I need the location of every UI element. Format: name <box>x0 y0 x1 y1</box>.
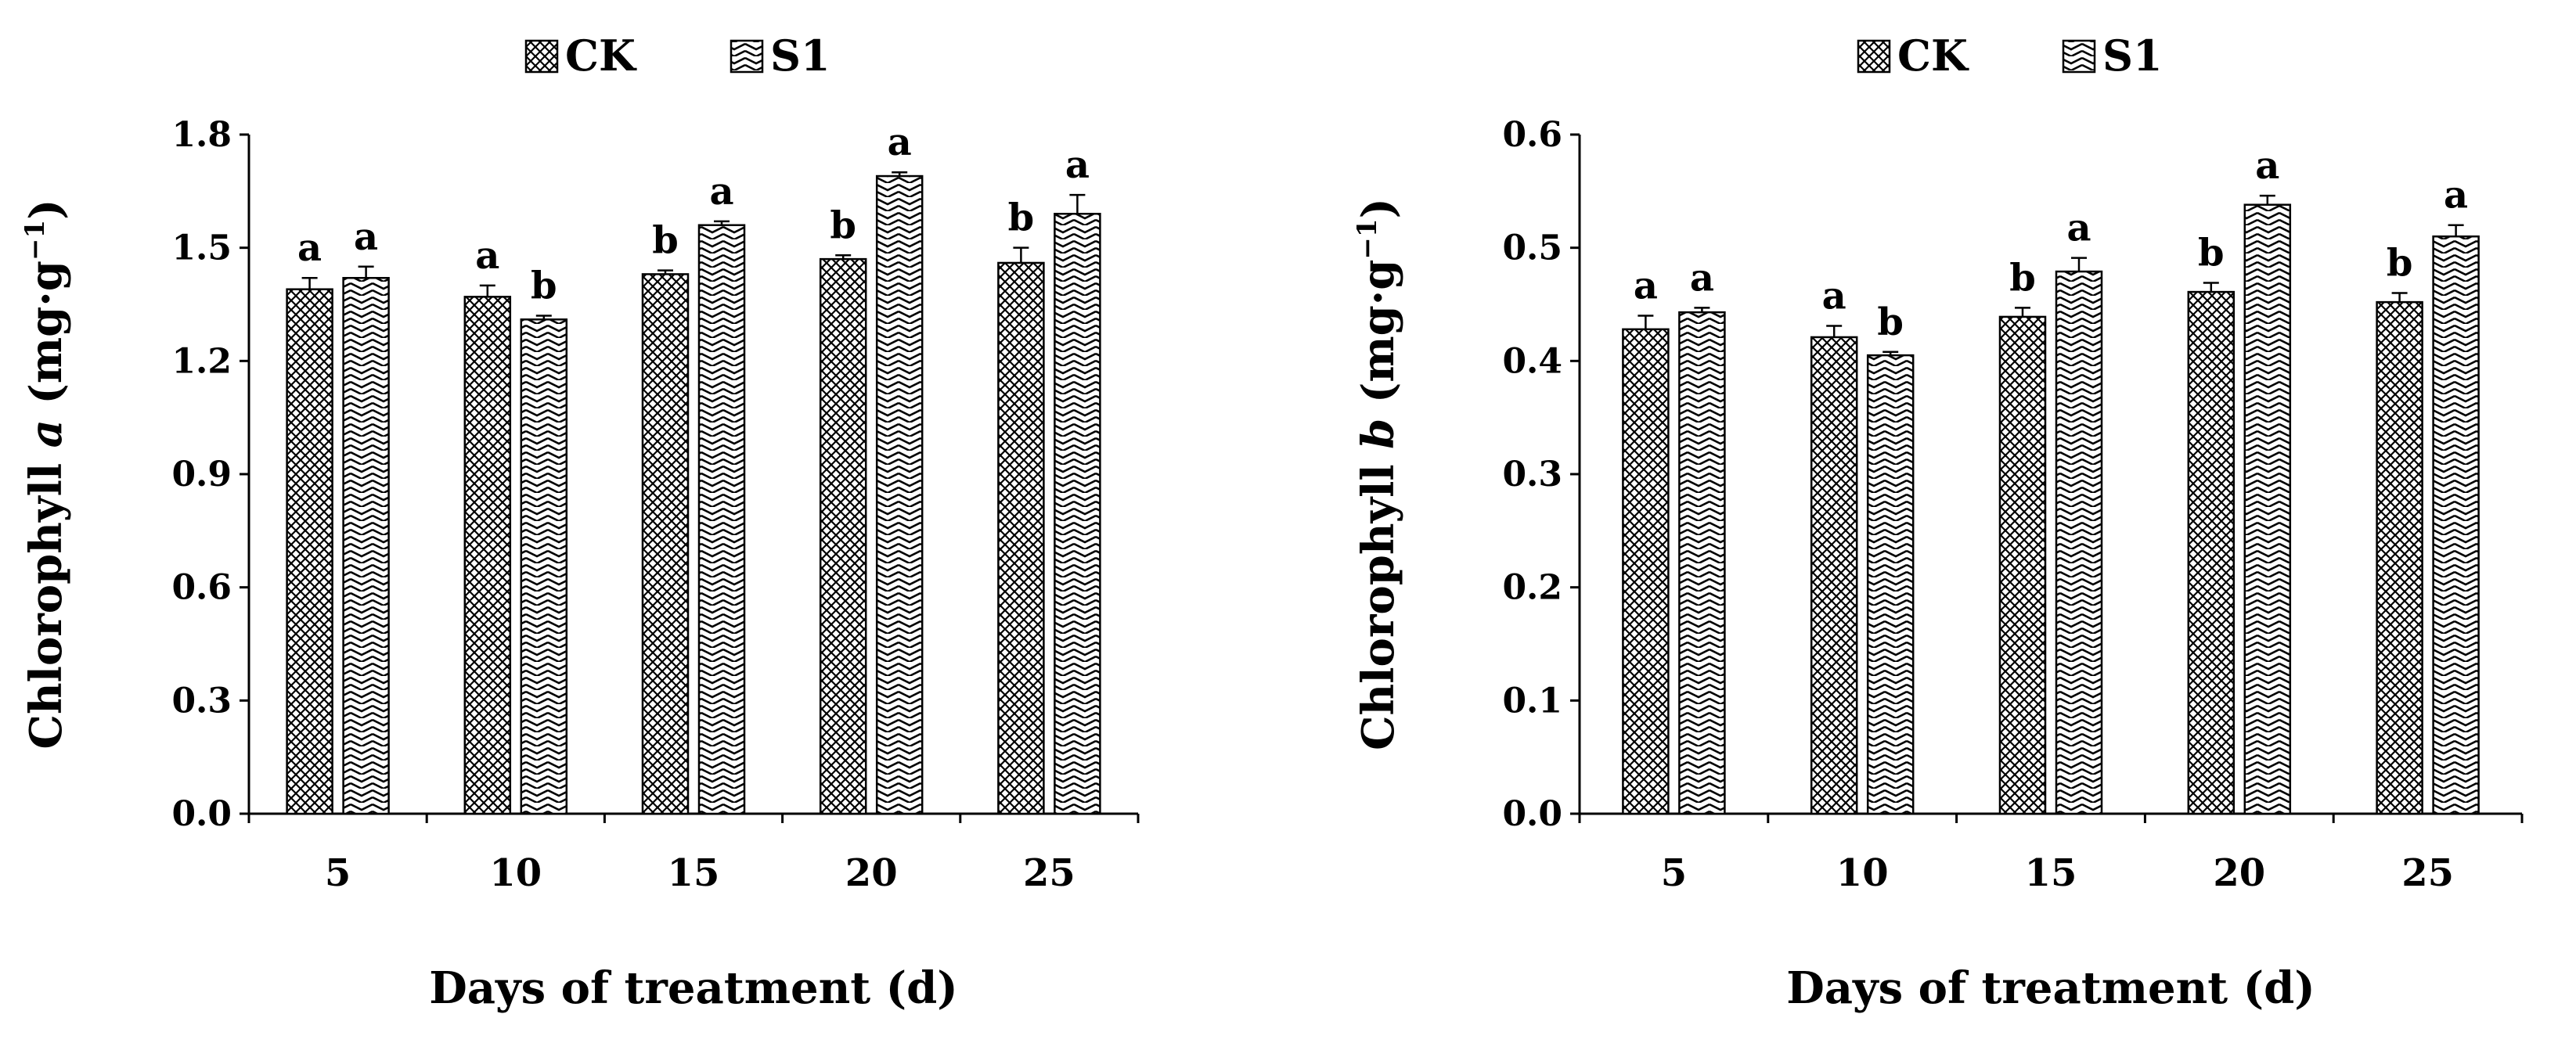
significance-letter: b <box>2198 232 2225 275</box>
significance-letter: a <box>354 215 378 259</box>
y-tick-label: 1.8 <box>171 115 232 155</box>
legend-label-ck: CK <box>1897 31 1969 81</box>
bar-s1 <box>1054 213 1101 815</box>
bar-ck <box>1810 336 1858 815</box>
y-tick-label: 1.2 <box>171 341 232 381</box>
y-tick-label: 0.9 <box>171 455 232 494</box>
legend-swatch-ck <box>524 39 559 74</box>
bar-ck <box>2376 300 2423 815</box>
bar-s1 <box>2243 203 2292 815</box>
legend-label-s1: S1 <box>770 31 830 81</box>
y-axis-title: Chlorophyll a (mg·g−1) <box>20 199 72 749</box>
y-tick-label: 0.3 <box>1502 455 1562 494</box>
bar-s1 <box>875 174 924 815</box>
x-tick-label: 25 <box>1023 851 1075 895</box>
x-tick-label: 25 <box>2401 851 2454 895</box>
y-tick-label: 0.6 <box>1502 115 1562 155</box>
significance-letter: a <box>475 234 499 278</box>
bar-ck <box>819 257 867 815</box>
bar-s1 <box>520 318 568 815</box>
x-tick-label: 20 <box>2213 851 2265 895</box>
y-tick-label: 0.2 <box>1502 568 1562 608</box>
significance-letter: a <box>1065 143 1090 187</box>
y-tick-label: 0.4 <box>1502 341 1562 381</box>
bar-s1 <box>1678 311 1726 815</box>
significance-letter: b <box>531 264 557 307</box>
bar-ck <box>641 273 690 815</box>
x-axis-title: Days of treatment (d) <box>429 962 958 1014</box>
significance-letter: a <box>2066 207 2091 250</box>
y-tick-label: 0.6 <box>171 568 232 608</box>
significance-letter: b <box>1877 300 1904 344</box>
bar-ck <box>1998 315 2047 815</box>
significance-letter: a <box>1822 274 1846 318</box>
x-tick-label: 10 <box>1836 851 1889 895</box>
significance-letter: a <box>709 170 733 214</box>
significance-letter: a <box>2444 174 2468 218</box>
y-tick-label: 1.5 <box>171 228 232 268</box>
y-tick-label: 0.1 <box>1502 681 1562 721</box>
x-tick-label: 5 <box>325 851 351 895</box>
x-tick-label: 15 <box>668 851 720 895</box>
y-axis-title: Chlorophyll b (mg·g−1) <box>1352 198 1404 750</box>
chart-panel-chlorophyll-a: 0.00.30.60.91.21.51.85a a10ab15ba20ba25ba… <box>20 31 1140 1014</box>
significance-letter: a <box>1690 256 1714 300</box>
significance-letter: b <box>2387 242 2413 286</box>
x-tick-label: 10 <box>489 851 542 895</box>
bar-ck <box>1622 328 1670 815</box>
significance-letter: b <box>830 203 856 247</box>
bar-s1 <box>342 276 390 815</box>
y-tick-label: 0.0 <box>171 794 232 834</box>
x-tick-label: 15 <box>2025 851 2077 895</box>
y-tick-label: 0.5 <box>1502 228 1562 268</box>
significance-letter: a <box>297 226 322 270</box>
significance-letter: b <box>652 219 679 263</box>
legend-label-ck: CK <box>565 31 637 81</box>
bar-ck <box>2187 290 2236 815</box>
significance-letter: a <box>2255 144 2279 188</box>
x-tick-label: 5 <box>1661 851 1687 895</box>
bar-s1 <box>697 224 746 815</box>
bar-ck <box>997 261 1045 815</box>
significance-letter: a <box>888 120 912 164</box>
significance-letter: a <box>1634 264 1658 307</box>
y-tick-label: 0.0 <box>1502 794 1562 834</box>
legend-swatch-s1 <box>730 39 764 74</box>
bar-ck <box>463 296 512 815</box>
x-axis-title: Days of treatment (d) <box>1786 962 2315 1014</box>
bar-ck <box>286 288 333 815</box>
bar-s1 <box>2055 270 2103 815</box>
bar-s1 <box>1866 354 1915 815</box>
y-tick-label: 0.3 <box>171 681 232 721</box>
legend-swatch-s1 <box>2062 39 2096 74</box>
significance-letter: b <box>1008 196 1035 240</box>
legend-swatch-ck <box>1857 39 1891 74</box>
legend-label-s1: S1 <box>2102 31 2163 81</box>
x-tick-label: 20 <box>845 851 898 895</box>
significance-letter: b <box>2009 256 2036 300</box>
bar-s1 <box>2432 235 2480 815</box>
chart-panel-chlorophyll-b: 0.00.10.20.30.40.50.65a a10ab15ba20ba25ba… <box>1352 31 2524 1014</box>
